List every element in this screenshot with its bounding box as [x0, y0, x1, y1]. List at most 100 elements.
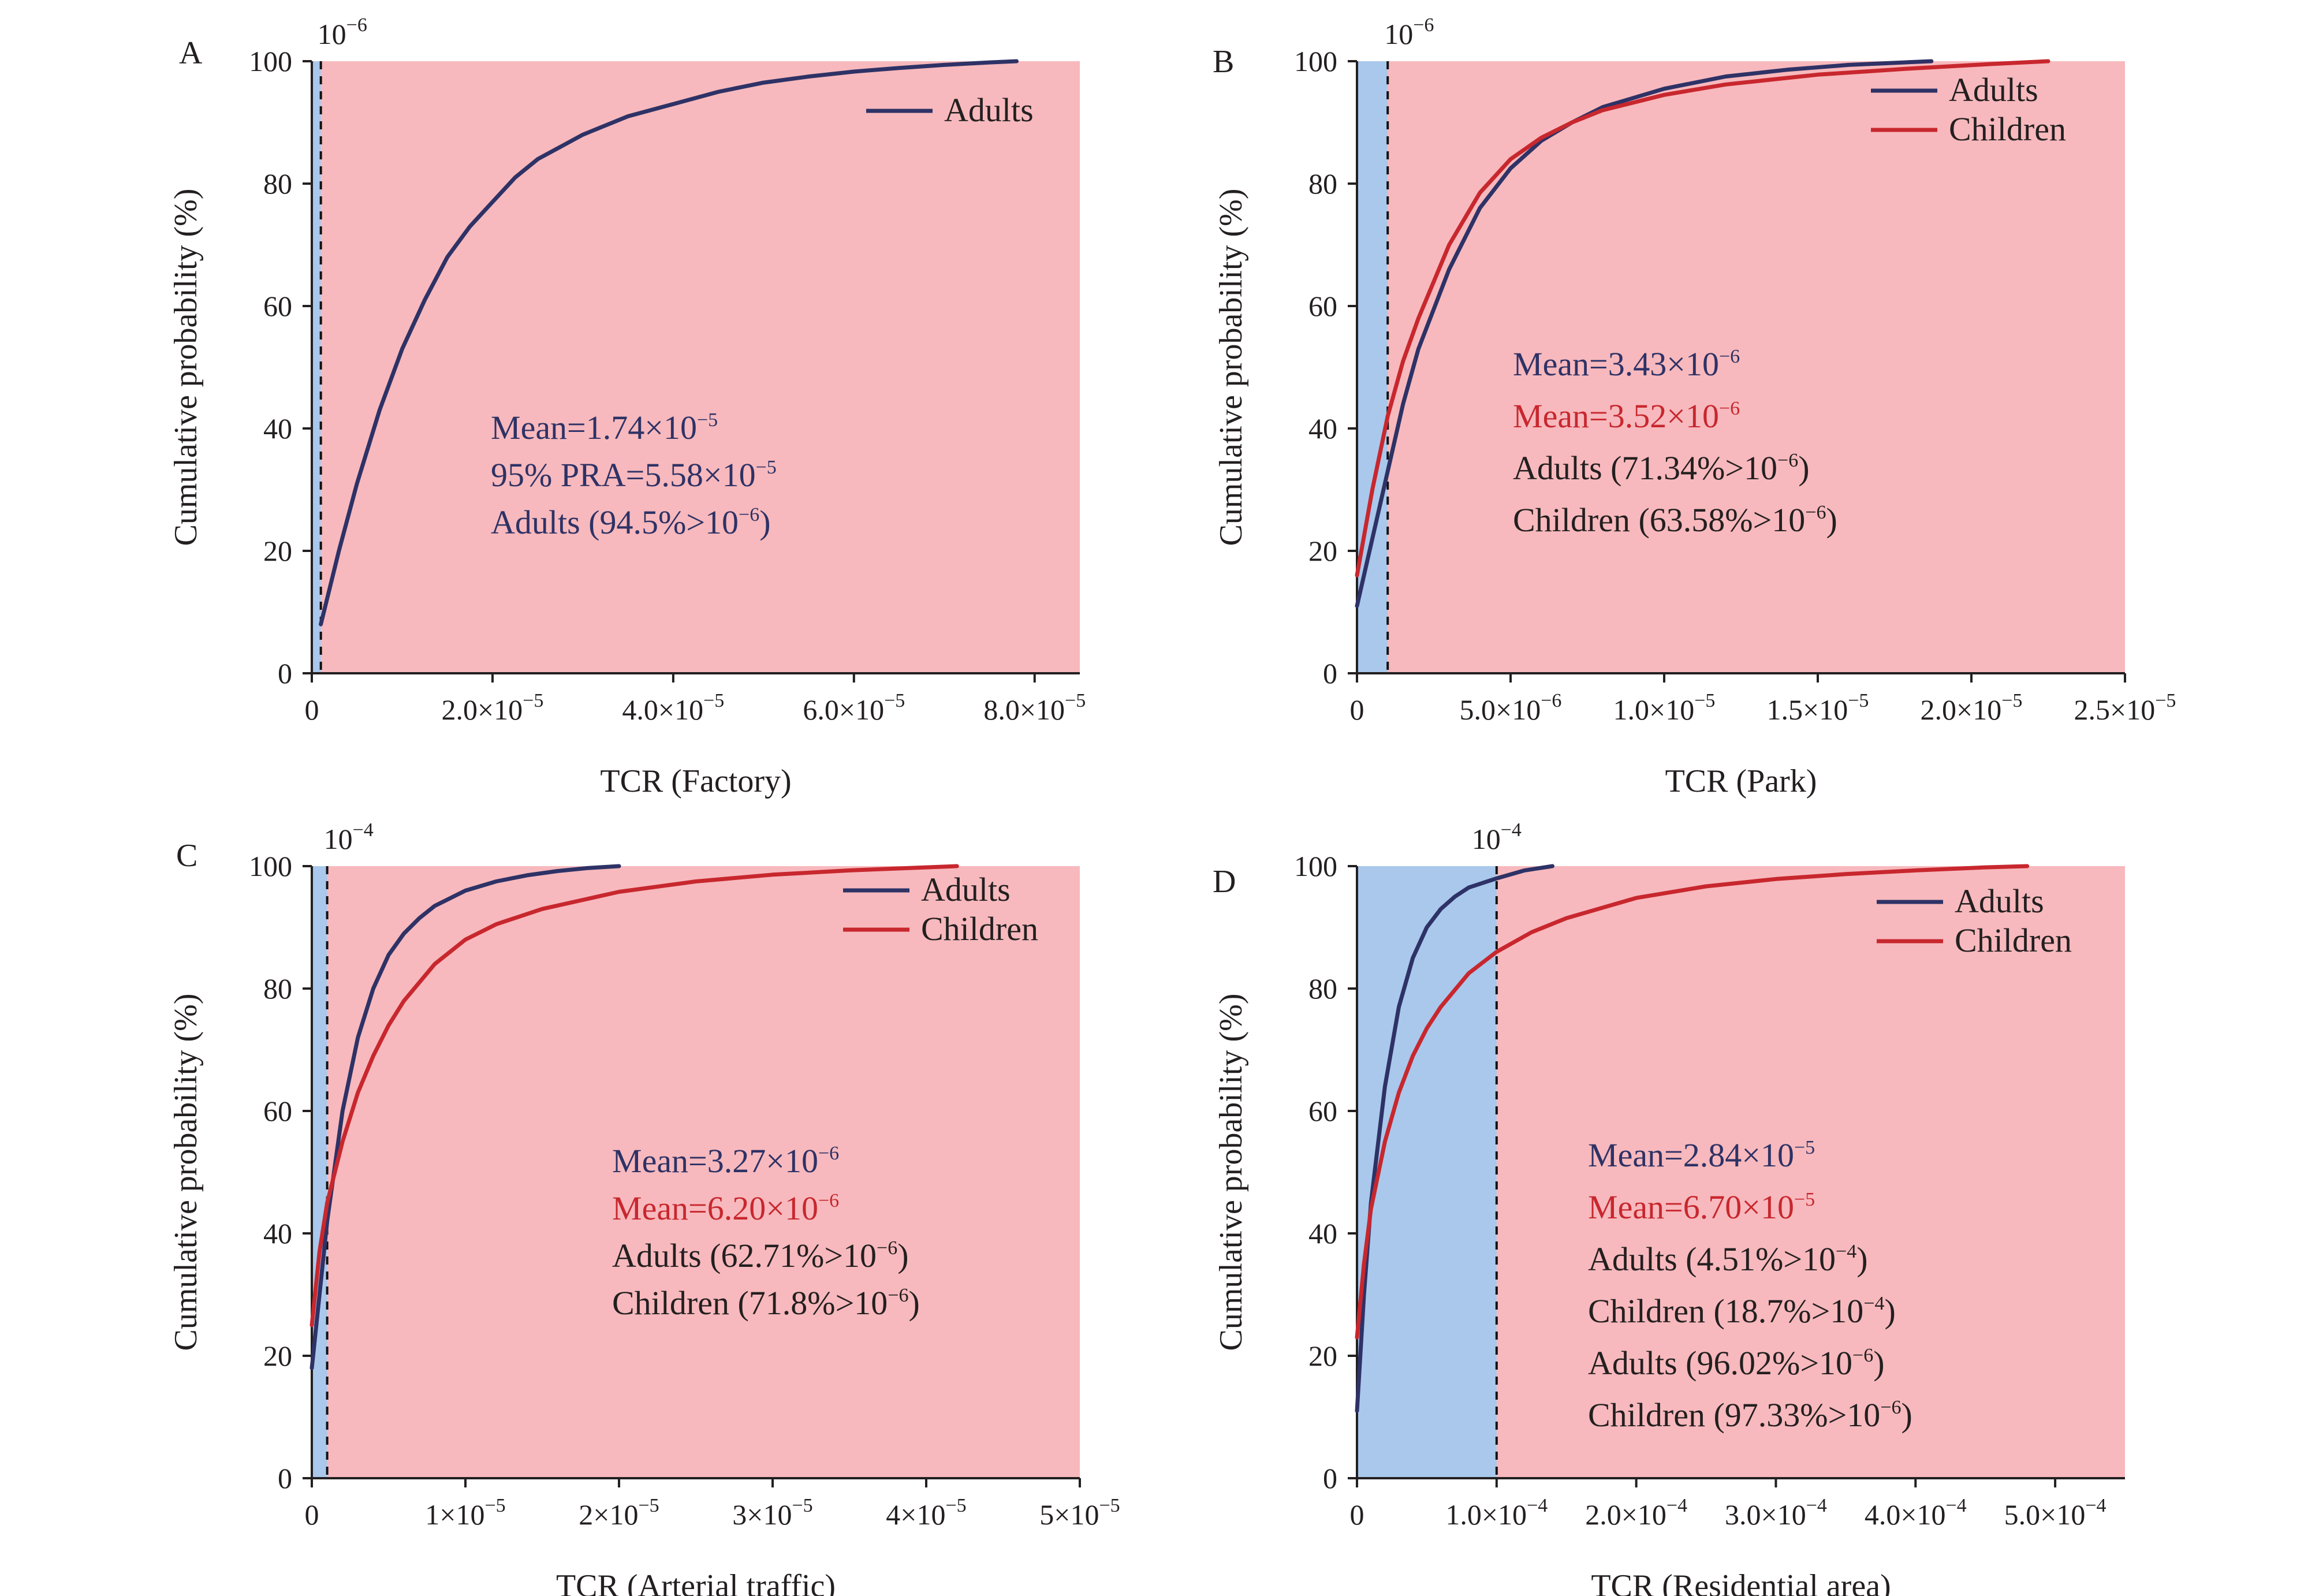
- y-tick-label: 40: [1308, 1217, 1337, 1250]
- x-tick-label: 5.0×10−6: [1460, 690, 1562, 726]
- y-tick-label: 100: [249, 45, 292, 77]
- x-axis-title: TCR (Factory): [600, 763, 791, 799]
- series-line-children: [1355, 59, 2050, 577]
- x-tick-label: 8.0×10−5: [983, 690, 1086, 726]
- risk-region: [312, 866, 1080, 1478]
- x-tick-label: 0: [1350, 1498, 1364, 1531]
- y-tick-label: 20: [1308, 1340, 1337, 1372]
- y-tick-label: 60: [1308, 290, 1337, 322]
- safe-region: [312, 61, 321, 673]
- annotation-text: Children (97.33%>10−6): [1588, 1396, 1912, 1434]
- risk-region: [312, 61, 1080, 673]
- panel-letter: C: [176, 838, 197, 874]
- y-axis-title: Cumulative probability (%): [1213, 994, 1249, 1351]
- legend-label: Adults: [944, 91, 1034, 129]
- x-tick-label: 4.0×10−4: [1865, 1495, 1967, 1531]
- annotation-text: Mean=6.20×10−6: [612, 1189, 839, 1227]
- x-tick-label: 2.0×10−5: [1921, 690, 2023, 726]
- annotation-text: Adults (96.02%>10−6): [1588, 1344, 1885, 1382]
- y-tick-label: 80: [1308, 972, 1337, 1005]
- legend-label: Children: [1949, 110, 2066, 148]
- y-axis-title: Cumulative probability (%): [168, 189, 204, 546]
- x-axis-title: TCR (Park): [1665, 763, 1817, 799]
- panel-c: 10−4 0 20 40 60 80 100 0 1×10−5 2×10−5 3×10−5 4×10−…: [168, 819, 1120, 1596]
- y-tick-label: 40: [1308, 412, 1337, 445]
- reference-line-label: 10−6: [1384, 14, 1434, 50]
- y-tick-label: 20: [263, 535, 292, 567]
- y-tick-label: 40: [263, 412, 292, 445]
- y-tick-label: 0: [1323, 657, 1337, 689]
- reference-line-label: 10−4: [1472, 819, 1522, 855]
- series-line-adults: [1355, 59, 1934, 608]
- x-tick-label: 5.0×10−4: [2004, 1495, 2107, 1531]
- safe-region: [312, 866, 327, 1478]
- y-tick-label: 100: [1294, 850, 1337, 882]
- series-line-children: [310, 864, 959, 1327]
- panel-a: 10−6 0 20 40 60 80 100 0 2.0×10−5 4.0×10−5 6.0×10−…: [168, 14, 1086, 799]
- annotation-text: Mean=3.52×10−6: [1513, 397, 1740, 435]
- x-tick-label: 2.0×10−5: [441, 690, 543, 726]
- annotation-text: Mean=2.84×10−5: [1588, 1136, 1815, 1174]
- x-tick-label: 4×10−5: [886, 1495, 966, 1531]
- legend-label: Children: [921, 910, 1038, 948]
- legend: Adults: [866, 91, 1034, 129]
- y-tick-label: 100: [249, 850, 292, 882]
- x-axis-title: TCR (Arterial traffic): [556, 1568, 836, 1596]
- x-tick-label: 0: [305, 1498, 319, 1531]
- x-tick-label: 5×10−5: [1039, 1495, 1120, 1531]
- panel-letter: A: [179, 35, 203, 71]
- y-tick-label: 60: [263, 290, 292, 322]
- legend-label: Adults: [921, 871, 1011, 908]
- annotation-text: Mean=3.43×10−6: [1513, 345, 1740, 383]
- panel-letter: B: [1213, 44, 1234, 80]
- x-tick-label: 2.0×10−4: [1585, 1495, 1687, 1531]
- x-tick-label: 1.5×10−5: [1767, 690, 1869, 726]
- x-tick-label: 3.0×10−4: [1725, 1495, 1827, 1531]
- x-tick-label: 3×10−5: [732, 1495, 812, 1531]
- x-tick-label: 0: [305, 693, 319, 726]
- x-tick-label: 1.0×10−5: [1613, 690, 1716, 726]
- y-tick-label: 20: [1308, 535, 1337, 567]
- y-axis-title: Cumulative probability (%): [1213, 189, 1249, 546]
- y-tick-label: 0: [1323, 1462, 1337, 1494]
- annotation-text: Mean=6.70×10−5: [1588, 1188, 1815, 1226]
- y-tick-label: 80: [263, 167, 292, 200]
- panel-d: 10−4 0 20 40 60 80 100 0 1.0×10−4 2.0×10−4 3.0×10−…: [1213, 819, 2125, 1596]
- annotation-text: Adults (71.34%>10−6): [1513, 449, 1810, 487]
- series-line-adults: [319, 59, 1019, 627]
- annotation-text: Mean=1.74×10−5: [491, 409, 718, 446]
- annotation-text: Children (63.58%>10−6): [1513, 501, 1837, 539]
- legend-label: Children: [1955, 922, 2072, 959]
- y-tick-label: 60: [263, 1095, 292, 1127]
- annotation-text: Adults (94.5%>10−6): [491, 504, 771, 541]
- reference-line-label: 10−6: [318, 14, 367, 50]
- x-axis-title: TCR (Residential area): [1591, 1568, 1891, 1596]
- reference-line-label: 10−4: [324, 819, 374, 855]
- y-tick-label: 60: [1308, 1095, 1337, 1127]
- y-tick-label: 100: [1294, 45, 1337, 77]
- risk-region: [1357, 61, 2125, 673]
- legend-label: Adults: [1955, 882, 2044, 920]
- y-tick-label: 80: [1308, 167, 1337, 200]
- y-tick-label: 0: [278, 657, 292, 689]
- x-tick-label: 2×10−5: [579, 1495, 659, 1531]
- y-axis-title: Cumulative probability (%): [168, 994, 204, 1351]
- annotation-text: 95% PRA=5.58×10−5: [491, 456, 777, 494]
- annotation-text: Mean=3.27×10−6: [612, 1142, 839, 1180]
- series-line-children: [1355, 864, 2030, 1340]
- annotation-text: Children (18.7%>10−4): [1588, 1292, 1896, 1330]
- x-tick-label: 2.5×10−5: [2074, 690, 2176, 726]
- x-tick-label: 6.0×10−5: [803, 690, 905, 726]
- y-tick-label: 40: [263, 1217, 292, 1250]
- y-tick-label: 80: [263, 972, 292, 1005]
- y-tick-label: 20: [263, 1340, 292, 1372]
- x-tick-label: 1×10−5: [425, 1495, 505, 1531]
- x-tick-label: 0: [1350, 693, 1364, 726]
- x-tick-label: 1.0×10−4: [1445, 1495, 1548, 1531]
- annotation-text: Adults (4.51%>10−4): [1588, 1240, 1868, 1278]
- panel-b: 10−6 0 20 40 60 80 100 0 5.0×10−6 1.0×10−5 1.5×10−…: [1213, 14, 2176, 799]
- y-tick-label: 0: [278, 1462, 292, 1494]
